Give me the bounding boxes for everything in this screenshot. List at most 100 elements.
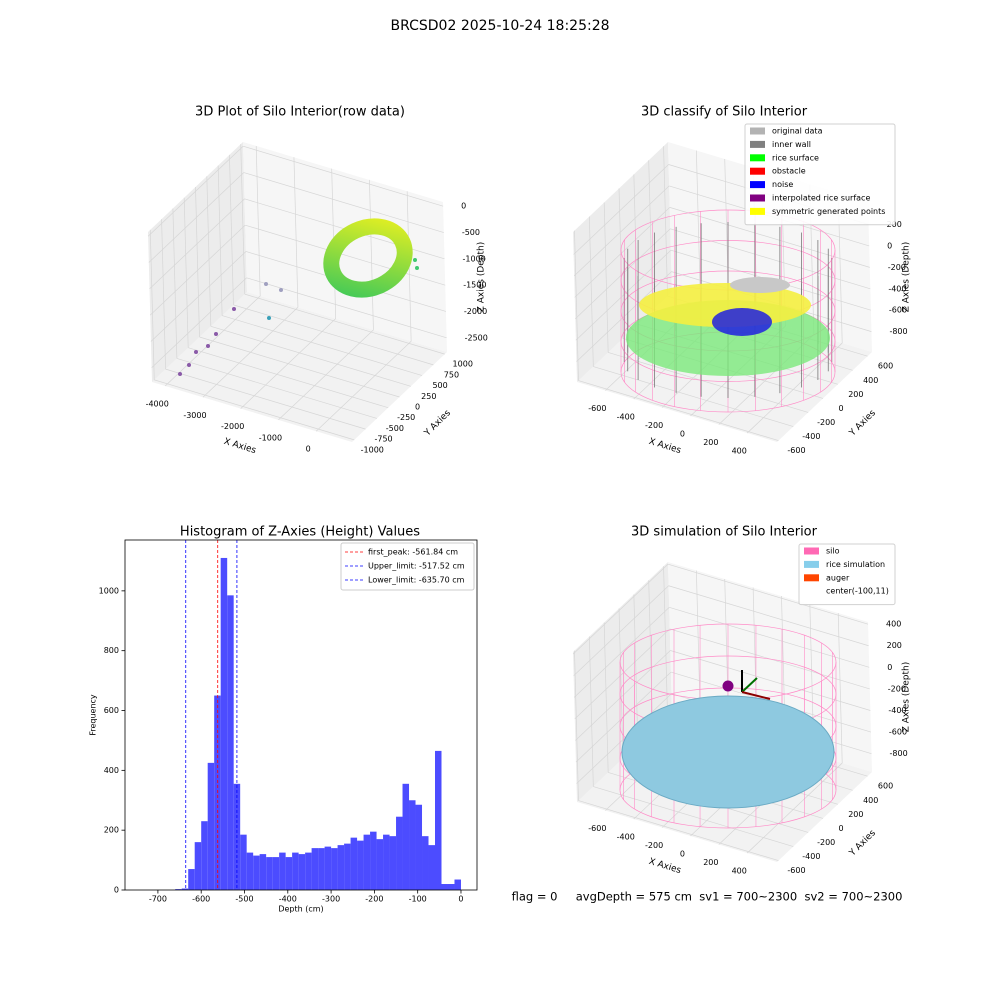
x-axis-label: X Axies xyxy=(647,437,682,456)
y-tick-label: 750 xyxy=(444,370,459,379)
legend-box xyxy=(340,542,475,591)
z-tick-label: -800 xyxy=(889,327,907,336)
bar xyxy=(370,831,377,890)
status-footer: flag = 0 avgDepth = 575 cm sv1 = 700~230… xyxy=(512,890,903,904)
grid-line xyxy=(574,628,671,720)
bar xyxy=(201,821,208,890)
grid-line xyxy=(588,636,594,787)
x-tick-label: -100 xyxy=(409,895,427,904)
legend-swatch xyxy=(750,140,765,148)
bar xyxy=(246,852,254,890)
auger-axis xyxy=(741,691,771,700)
grid-line xyxy=(195,186,200,338)
grid-line xyxy=(573,164,669,255)
grid-line xyxy=(696,570,701,721)
pane xyxy=(573,562,672,802)
y-tick-label: 500 xyxy=(432,381,447,390)
legend-label: center(-100,11) xyxy=(826,587,889,596)
y-axis-label: Frequency xyxy=(89,694,98,736)
grid-line xyxy=(648,580,654,731)
bar xyxy=(253,855,260,890)
y-tick-label: 200 xyxy=(104,826,119,835)
x-axis-label: X Axies xyxy=(647,857,682,876)
grid-line xyxy=(574,207,670,298)
y-tick-label: 400 xyxy=(104,766,119,775)
legend-box xyxy=(744,123,896,226)
chart-title: 3D Plot of Silo Interior(row data) xyxy=(195,105,405,120)
grid-line xyxy=(188,347,389,409)
y-tick-label: -200 xyxy=(817,838,835,847)
legend-label: rice surface xyxy=(772,153,819,162)
legend-label: first_peak: -561.84 cm xyxy=(368,548,458,557)
z-tick-label: 400 xyxy=(886,620,901,629)
bar xyxy=(272,857,280,890)
y-tick-label: 1000 xyxy=(99,586,119,595)
point xyxy=(267,316,271,320)
grid-line xyxy=(246,277,447,339)
bar xyxy=(428,845,436,890)
center-marker xyxy=(722,680,734,692)
grid-line xyxy=(149,224,246,316)
z-tick-label: -500 xyxy=(462,228,480,237)
grid-line xyxy=(183,197,189,348)
grid-line xyxy=(608,352,809,413)
grid-line xyxy=(293,157,299,308)
chart-title: Histogram of Z-Axies (Height) Values xyxy=(180,525,420,540)
legend-label: interpolated rice surface xyxy=(772,194,870,203)
point-clouds xyxy=(178,209,837,829)
grid-line xyxy=(746,762,843,854)
y-tick-label: -750 xyxy=(374,435,392,444)
y-tick-label: 0 xyxy=(114,886,119,895)
y-tick-label: 400 xyxy=(863,376,878,385)
x-tick-label: -3000 xyxy=(183,411,206,420)
y-tick-label: -400 xyxy=(802,432,820,441)
grid-line xyxy=(648,160,654,311)
grid-line xyxy=(588,216,594,367)
legend-label: symmetric generated points xyxy=(772,207,885,216)
legend-swatch xyxy=(750,127,765,135)
grid-line xyxy=(573,585,669,676)
grid-line xyxy=(165,368,366,430)
grid-line xyxy=(222,315,423,376)
pane xyxy=(573,142,672,382)
y-tick-label: 600 xyxy=(878,362,893,371)
y-tick-label: -500 xyxy=(386,424,404,433)
grid-line xyxy=(154,379,355,441)
grid-line xyxy=(663,146,668,297)
bar xyxy=(454,879,461,890)
point xyxy=(187,363,191,367)
grid-line xyxy=(150,251,247,342)
bar xyxy=(305,852,312,890)
x-tick-label: -1000 xyxy=(259,433,282,442)
y-tick-label: 250 xyxy=(421,392,436,401)
point xyxy=(232,307,236,311)
z-tick-label: 0 xyxy=(887,663,892,672)
z-tick-label: -400 xyxy=(888,284,906,293)
grid-line xyxy=(593,786,794,847)
bar xyxy=(259,854,267,890)
y-tick-label: 200 xyxy=(848,390,863,399)
grid-line xyxy=(670,650,871,711)
x-tick-label: -200 xyxy=(645,421,663,430)
y-tick-label: 1000 xyxy=(453,360,473,369)
bar xyxy=(350,837,358,890)
legend-label: rice simulation xyxy=(826,560,885,569)
figure-title: BRCSD02 2025-10-24 18:25:28 xyxy=(390,18,609,34)
grid-line xyxy=(217,165,223,316)
legend-swatch xyxy=(804,560,819,568)
bar xyxy=(298,854,306,890)
legend-swatch xyxy=(804,547,819,555)
grid-line xyxy=(578,800,779,861)
auger-axis xyxy=(741,677,758,693)
y-tick-label: -600 xyxy=(787,446,805,455)
z-tick-label: -800 xyxy=(890,749,908,758)
grid-line xyxy=(229,154,234,305)
grid-line xyxy=(578,380,779,441)
bar xyxy=(311,848,319,890)
grid-line xyxy=(240,144,246,295)
bar xyxy=(441,884,448,890)
rice-simulation xyxy=(621,695,835,809)
z-tick-label: -200 xyxy=(888,684,906,693)
x-tick-label: -500 xyxy=(235,895,253,904)
grid-line xyxy=(669,606,870,668)
